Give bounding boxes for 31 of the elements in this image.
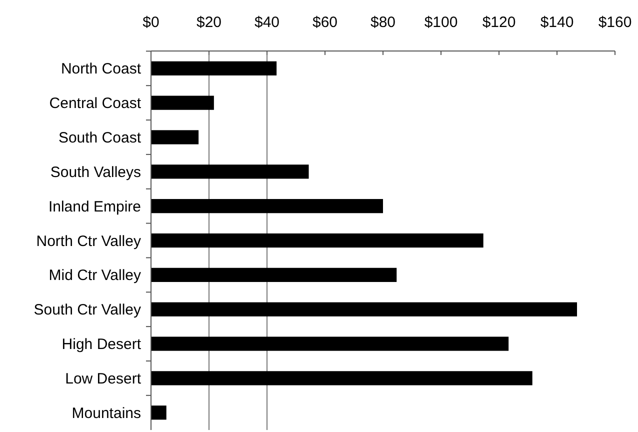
bar — [151, 336, 509, 351]
bar — [151, 268, 397, 282]
y-tick-label: Inland Empire — [48, 198, 141, 216]
x-tick-label: $120 — [482, 14, 516, 31]
x-tick-label: $40 — [254, 14, 280, 31]
y-tick-label: North Coast — [60, 60, 142, 78]
y-tick-label: South Valleys — [50, 164, 141, 181]
bar — [151, 406, 166, 420]
bar — [151, 371, 532, 386]
x-tick-label: $60 — [312, 14, 338, 31]
bar — [151, 164, 309, 179]
x-tick-label: $0 — [142, 14, 160, 31]
bar — [151, 302, 578, 316]
y-tick-label: High Desert — [62, 336, 142, 354]
x-tick-label: $20 — [196, 14, 222, 31]
y-tick-label: Mountains — [72, 404, 141, 422]
x-tick-label: $100 — [424, 14, 458, 31]
x-tick-label: $160 — [598, 14, 632, 31]
bar — [151, 130, 199, 144]
y-tick-label: South Coast — [58, 129, 142, 146]
x-tick-label: $80 — [370, 14, 396, 31]
bar — [151, 199, 383, 214]
y-tick-label: Low Desert — [65, 370, 142, 388]
y-tick-label: Mid Ctr Valley — [48, 267, 142, 284]
bar — [151, 233, 484, 248]
y-tick-label: South Ctr Valley — [34, 302, 142, 319]
x-tick-label: $140 — [540, 14, 574, 31]
y-tick-label: North Ctr Valley — [36, 232, 142, 250]
bar — [151, 96, 214, 110]
bar — [151, 61, 277, 76]
y-tick-label: Central Coast — [49, 95, 142, 112]
